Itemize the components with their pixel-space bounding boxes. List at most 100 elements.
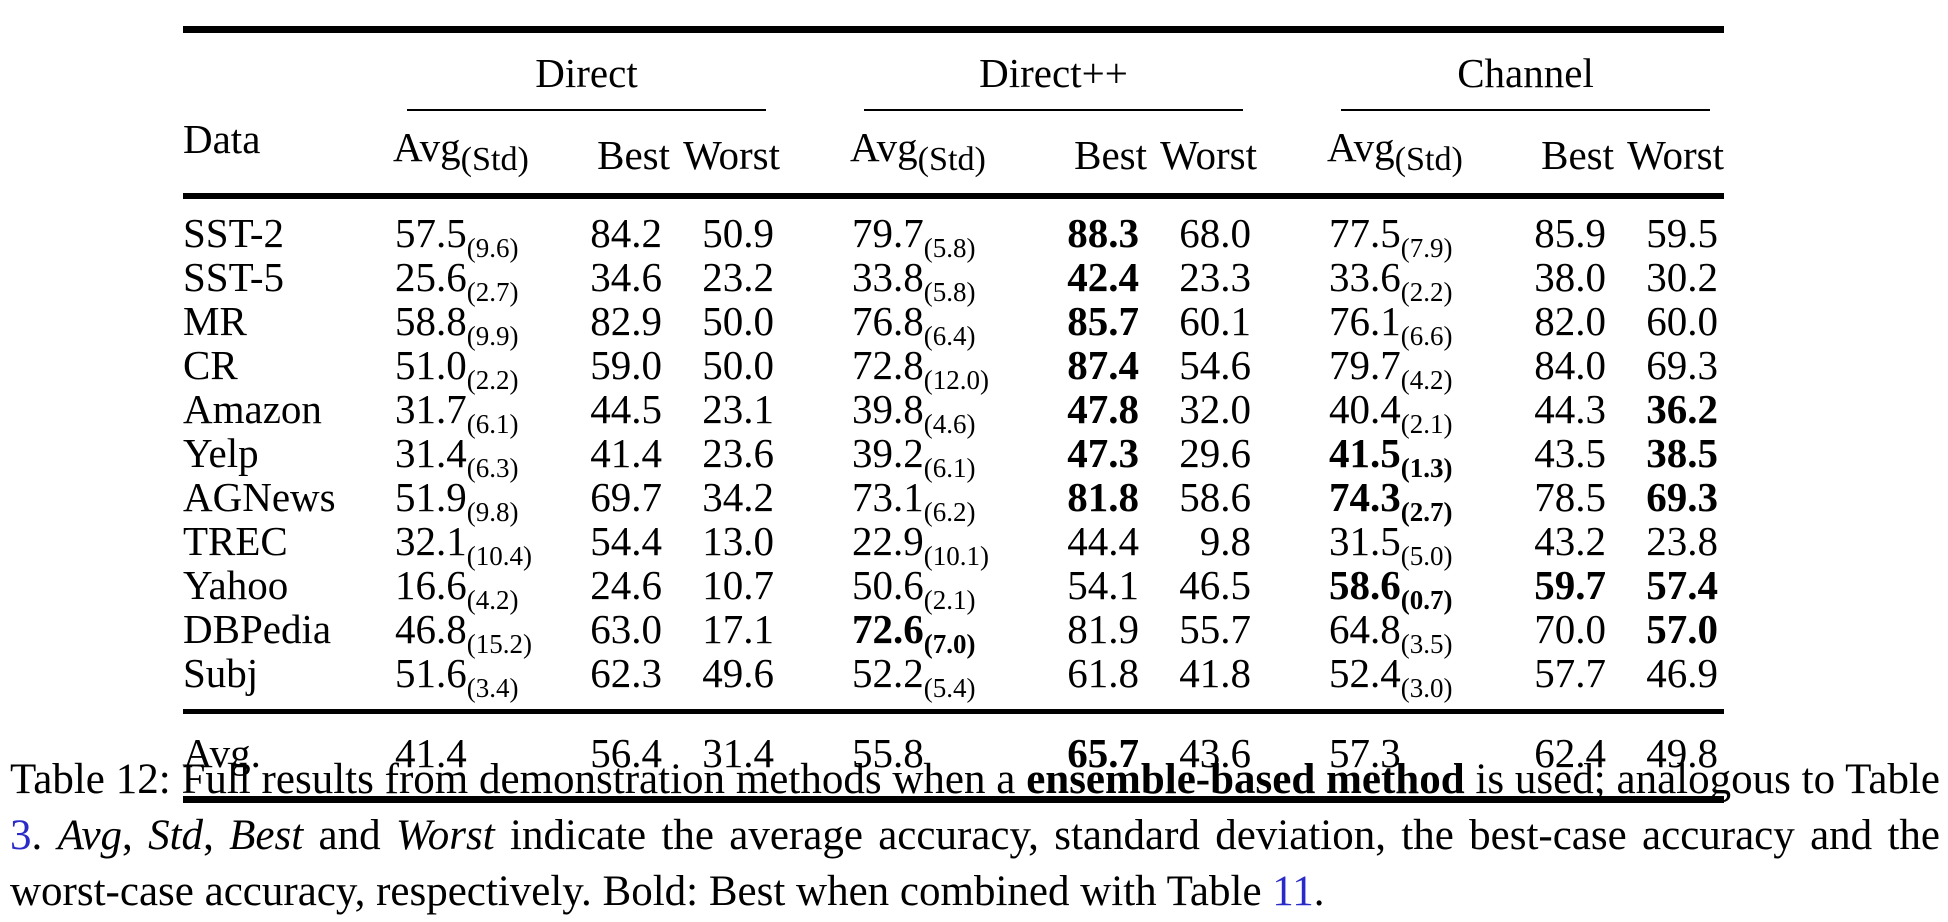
worst-cell: 13.0 xyxy=(702,518,774,565)
worst-cell: 54.6 xyxy=(1179,342,1252,389)
avg-cell: 39.2(6.1) xyxy=(852,430,976,484)
best-cell: 59.7 xyxy=(1534,562,1607,609)
avg-cell: 16.6(4.2) xyxy=(395,562,519,616)
best-cell: 44.3 xyxy=(1534,386,1607,433)
worst-cell: 41.8 xyxy=(1179,650,1252,697)
best-cell: 87.4 xyxy=(1067,342,1139,389)
best-cell: 41.4 xyxy=(590,430,662,477)
row-label: Subj xyxy=(183,650,259,697)
avg-cell: 58.8(9.9) xyxy=(395,298,519,352)
results-table-wrapper: Data Direct Direct++ Channel Avg(Std) Be… xyxy=(183,26,1725,804)
worst-cell: 38.5 xyxy=(1646,430,1719,477)
avg-cell: 72.8(12.0) xyxy=(852,342,989,396)
group-label-directpp: Direct++ xyxy=(864,49,1244,111)
column-gap xyxy=(780,651,850,712)
column-gap xyxy=(1257,26,1328,200)
best-cell: 57.7 xyxy=(1534,650,1607,697)
table-row: CR 51.0(2.2) 59.0 50.0 72.8(12.0) 87.4 54.6 79.… xyxy=(183,342,1724,396)
best-cell: 65.7 xyxy=(1055,709,1147,804)
column-gap xyxy=(780,26,850,200)
caption-text: Best xyxy=(229,812,304,859)
best-cell: 61.8 xyxy=(1067,650,1139,697)
column-gap xyxy=(780,196,850,255)
worst-cell: 29.6 xyxy=(1179,430,1252,477)
caption-text: indicate the average accuracy, standard … xyxy=(10,812,1941,915)
summary-row: Avg. 41.4 56.4 31.4 55.8 65.7 43.6 57.3 62.4 49.8 xyxy=(183,709,1725,804)
col-header-worst-channel: Worst xyxy=(1614,111,1725,200)
best-cell: 69.7 xyxy=(590,474,662,521)
column-gap xyxy=(1257,651,1327,712)
worst-cell: 43.6 xyxy=(1147,709,1258,804)
std-label: (Std) xyxy=(460,141,529,179)
avg-cell: 77.5(7.9) xyxy=(1329,210,1453,264)
table-3-link[interactable]: 3 xyxy=(10,812,32,859)
best-cell: 59.0 xyxy=(590,342,662,389)
worst-cell: 50.0 xyxy=(702,298,774,345)
worst-cell: 69.3 xyxy=(1646,342,1719,389)
column-gap xyxy=(780,607,850,651)
caption-text: . xyxy=(31,812,58,859)
avg-cell: 51.0(2.2) xyxy=(395,342,519,396)
best-cell: 81.8 xyxy=(1067,474,1139,521)
caption-text: , xyxy=(203,812,230,859)
row-label: Yahoo xyxy=(183,562,289,609)
best-cell: 54.1 xyxy=(1067,562,1139,609)
col-header-avg-directpp: Avg(Std) xyxy=(850,111,1055,200)
table-11-link[interactable]: 11 xyxy=(1272,868,1314,915)
table-row: AGNews 51.9(9.8) 69.7 34.2 73.1(6.2) 81.8 58.6… xyxy=(183,474,1724,528)
avg-cell: 31.7(6.1) xyxy=(395,386,519,440)
column-gap xyxy=(780,563,850,607)
worst-cell: 23.8 xyxy=(1646,518,1719,565)
avg-label: Avg xyxy=(393,124,461,170)
avg-cell: 51.9(9.8) xyxy=(395,474,519,528)
avg-cell: 41.5(1.3) xyxy=(1329,430,1453,484)
avg-cell: 79.7(4.2) xyxy=(1329,342,1453,396)
row-label: Yelp xyxy=(183,430,259,477)
table-header: Data Direct Direct++ Channel Avg(Std) Be… xyxy=(183,26,1725,200)
row-label: SST-2 xyxy=(183,210,285,257)
worst-cell: 9.8 xyxy=(1199,518,1252,565)
worst-cell: 57.0 xyxy=(1646,606,1719,653)
worst-cell: 57.4 xyxy=(1646,562,1719,609)
caption-text: , xyxy=(122,812,149,859)
group-header-directpp: Direct++ xyxy=(850,26,1258,111)
caption-text: . xyxy=(1313,868,1325,915)
worst-cell: 60.0 xyxy=(1646,298,1719,345)
column-gap xyxy=(1257,709,1328,804)
column-gap xyxy=(1257,196,1327,255)
avg-cell: 73.1(6.2) xyxy=(852,474,976,528)
worst-cell: 32.0 xyxy=(1179,386,1252,433)
caption-text: Std xyxy=(148,812,204,859)
best-cell: 56.4 xyxy=(578,709,670,804)
column-gap xyxy=(1257,343,1327,387)
best-cell: 78.5 xyxy=(1534,474,1607,521)
column-gap xyxy=(1257,475,1327,519)
avg-label: Avg xyxy=(850,124,918,170)
best-cell: 47.8 xyxy=(1067,386,1139,433)
avg-cell: 74.3(2.7) xyxy=(1329,474,1453,528)
caption-text: Avg xyxy=(57,812,123,859)
caption-text: is used; analogous to Table xyxy=(1464,756,1941,803)
worst-cell: 17.1 xyxy=(702,606,774,653)
group-header-row: Data Direct Direct++ Channel xyxy=(183,26,1725,200)
worst-cell: 36.2 xyxy=(1646,386,1719,433)
col-header-best-directpp: Best xyxy=(1055,111,1147,200)
worst-cell: 49.8 xyxy=(1614,709,1725,804)
col-header-best-channel: Best xyxy=(1522,111,1615,200)
table-row: DBPedia 46.8(15.2) 63.0 17.1 72.6(7.0) 81.9 55… xyxy=(183,606,1724,658)
row-label: MR xyxy=(183,298,247,345)
row-label: CR xyxy=(183,342,238,389)
avg-cell: 50.6(2.1) xyxy=(852,562,976,616)
group-header-channel: Channel xyxy=(1327,26,1725,111)
col-header-avg-direct: Avg(Std) xyxy=(393,111,578,200)
caption-text: Table 12: Full results from demonstratio… xyxy=(10,756,1027,803)
best-cell: 34.6 xyxy=(590,254,662,301)
results-table: Data Direct Direct++ Channel Avg(Std) Be… xyxy=(183,26,1725,804)
worst-cell: 46.9 xyxy=(1646,650,1719,697)
worst-cell: 50.0 xyxy=(702,342,774,389)
avg-label: Avg xyxy=(1327,124,1395,170)
row-label: TREC xyxy=(183,518,288,565)
worst-cell: 23.2 xyxy=(702,254,774,301)
best-cell: 43.5 xyxy=(1534,430,1607,477)
avg-cell: 57.3 xyxy=(1327,709,1523,804)
